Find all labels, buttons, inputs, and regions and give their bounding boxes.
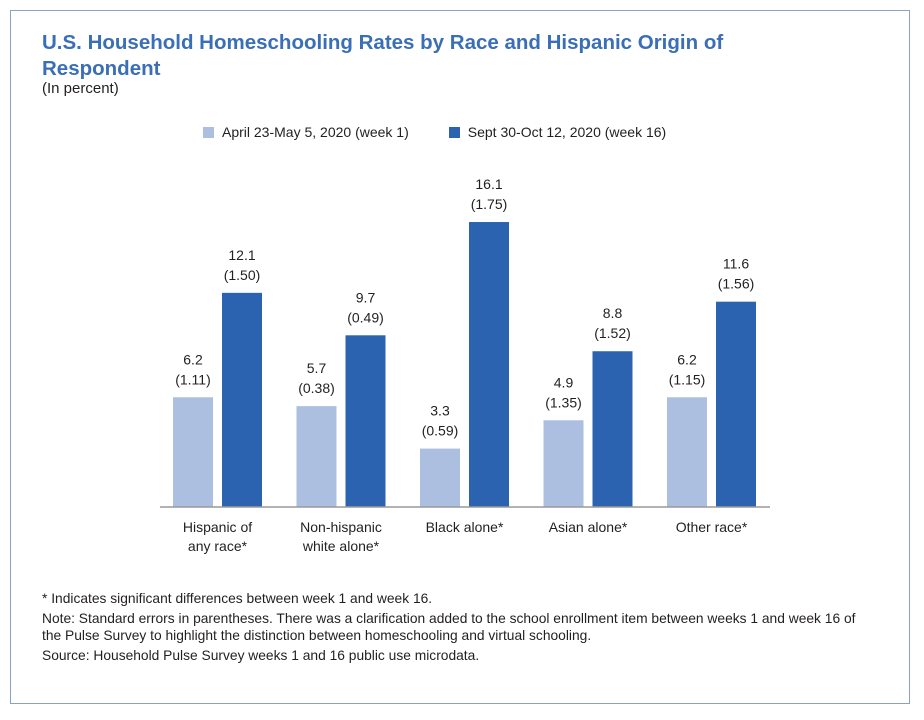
chart-subtitle: (In percent) bbox=[42, 80, 119, 97]
se-label-0-4: (1.15) bbox=[669, 371, 706, 387]
se-label-1-3: (1.52) bbox=[594, 325, 631, 341]
bar-week1-3 bbox=[543, 420, 584, 507]
se-label-0-3: (1.35) bbox=[545, 394, 582, 410]
bar-week1-2 bbox=[420, 448, 460, 507]
bar-week1-4 bbox=[667, 397, 707, 507]
bar-week1-1 bbox=[296, 406, 337, 507]
bar-week1-0 bbox=[173, 397, 213, 507]
legend-label-week1: April 23-May 5, 2020 (week 1) bbox=[222, 124, 409, 140]
significance-note: * Indicates significant differences betw… bbox=[42, 591, 433, 606]
legend-item-week16: Sept 30-Oct 12, 2020 (week 16) bbox=[448, 124, 667, 140]
chart-title: U.S. Household Homeschooling Rates by Ra… bbox=[42, 31, 724, 80]
category-label-4-0: Other race* bbox=[676, 519, 748, 535]
value-label-0-2: 3.3 bbox=[430, 403, 450, 419]
legend-label-week16: Sept 30-Oct 12, 2020 (week 16) bbox=[467, 124, 667, 140]
value-label-0-1: 5.7 bbox=[307, 360, 327, 376]
bar-chart: 6.2 (1.11) 12.1 (1.50) Hispanic of any race* 5… bbox=[160, 176, 770, 554]
value-label-1-1: 9.7 bbox=[356, 289, 376, 305]
se-label-1-4: (1.56) bbox=[718, 276, 755, 292]
se-label-1-0: (1.50) bbox=[224, 267, 261, 283]
bar-week16-2 bbox=[469, 222, 509, 507]
value-label-1-0: 12.1 bbox=[228, 247, 255, 263]
legend-item-week1: April 23-May 5, 2020 (week 1) bbox=[203, 124, 409, 140]
chart-notes: * Indicates significant differences betw… bbox=[42, 590, 862, 667]
bar-week16-0 bbox=[222, 292, 262, 507]
value-label-1-4: 11.6 bbox=[723, 256, 749, 272]
se-label-0-2: (0.59) bbox=[422, 423, 459, 439]
category-label-0-0: Hispanic of bbox=[183, 519, 252, 535]
legend-swatch-week16 bbox=[448, 126, 460, 138]
category-label-1-1: white alone* bbox=[302, 538, 380, 554]
category-label-3-0: Asian alone* bbox=[549, 519, 628, 535]
figure-frame bbox=[10, 10, 910, 704]
value-label-0-4: 6.2 bbox=[677, 351, 697, 367]
se-label-1-1: (0.49) bbox=[347, 309, 384, 325]
category-label-2-0: Black alone* bbox=[426, 519, 504, 535]
methodology-note: Note: Standard errors in parentheses. Th… bbox=[42, 611, 856, 643]
se-label-0-0: (1.11) bbox=[175, 371, 211, 387]
legend-swatch-week1 bbox=[203, 126, 214, 138]
value-label-0-3: 4.9 bbox=[554, 374, 574, 390]
se-label-0-1: (0.38) bbox=[298, 380, 335, 396]
source-note: Source: Household Pulse Survey weeks 1 a… bbox=[42, 648, 480, 663]
bar-week16-4 bbox=[716, 301, 756, 507]
category-label-1-0: Non-hispanic bbox=[300, 519, 382, 535]
legend: April 23-May 5, 2020 (week 1) Sept 30-Oc… bbox=[203, 124, 666, 140]
se-label-1-2: (1.75) bbox=[471, 196, 508, 212]
value-label-1-3: 8.8 bbox=[603, 305, 623, 321]
value-label-0-0: 6.2 bbox=[183, 351, 203, 367]
bar-week16-3 bbox=[592, 351, 633, 507]
category-label-0-1: any race* bbox=[188, 538, 248, 554]
bar-week16-1 bbox=[345, 335, 386, 507]
value-label-1-2: 16.1 bbox=[475, 176, 502, 192]
